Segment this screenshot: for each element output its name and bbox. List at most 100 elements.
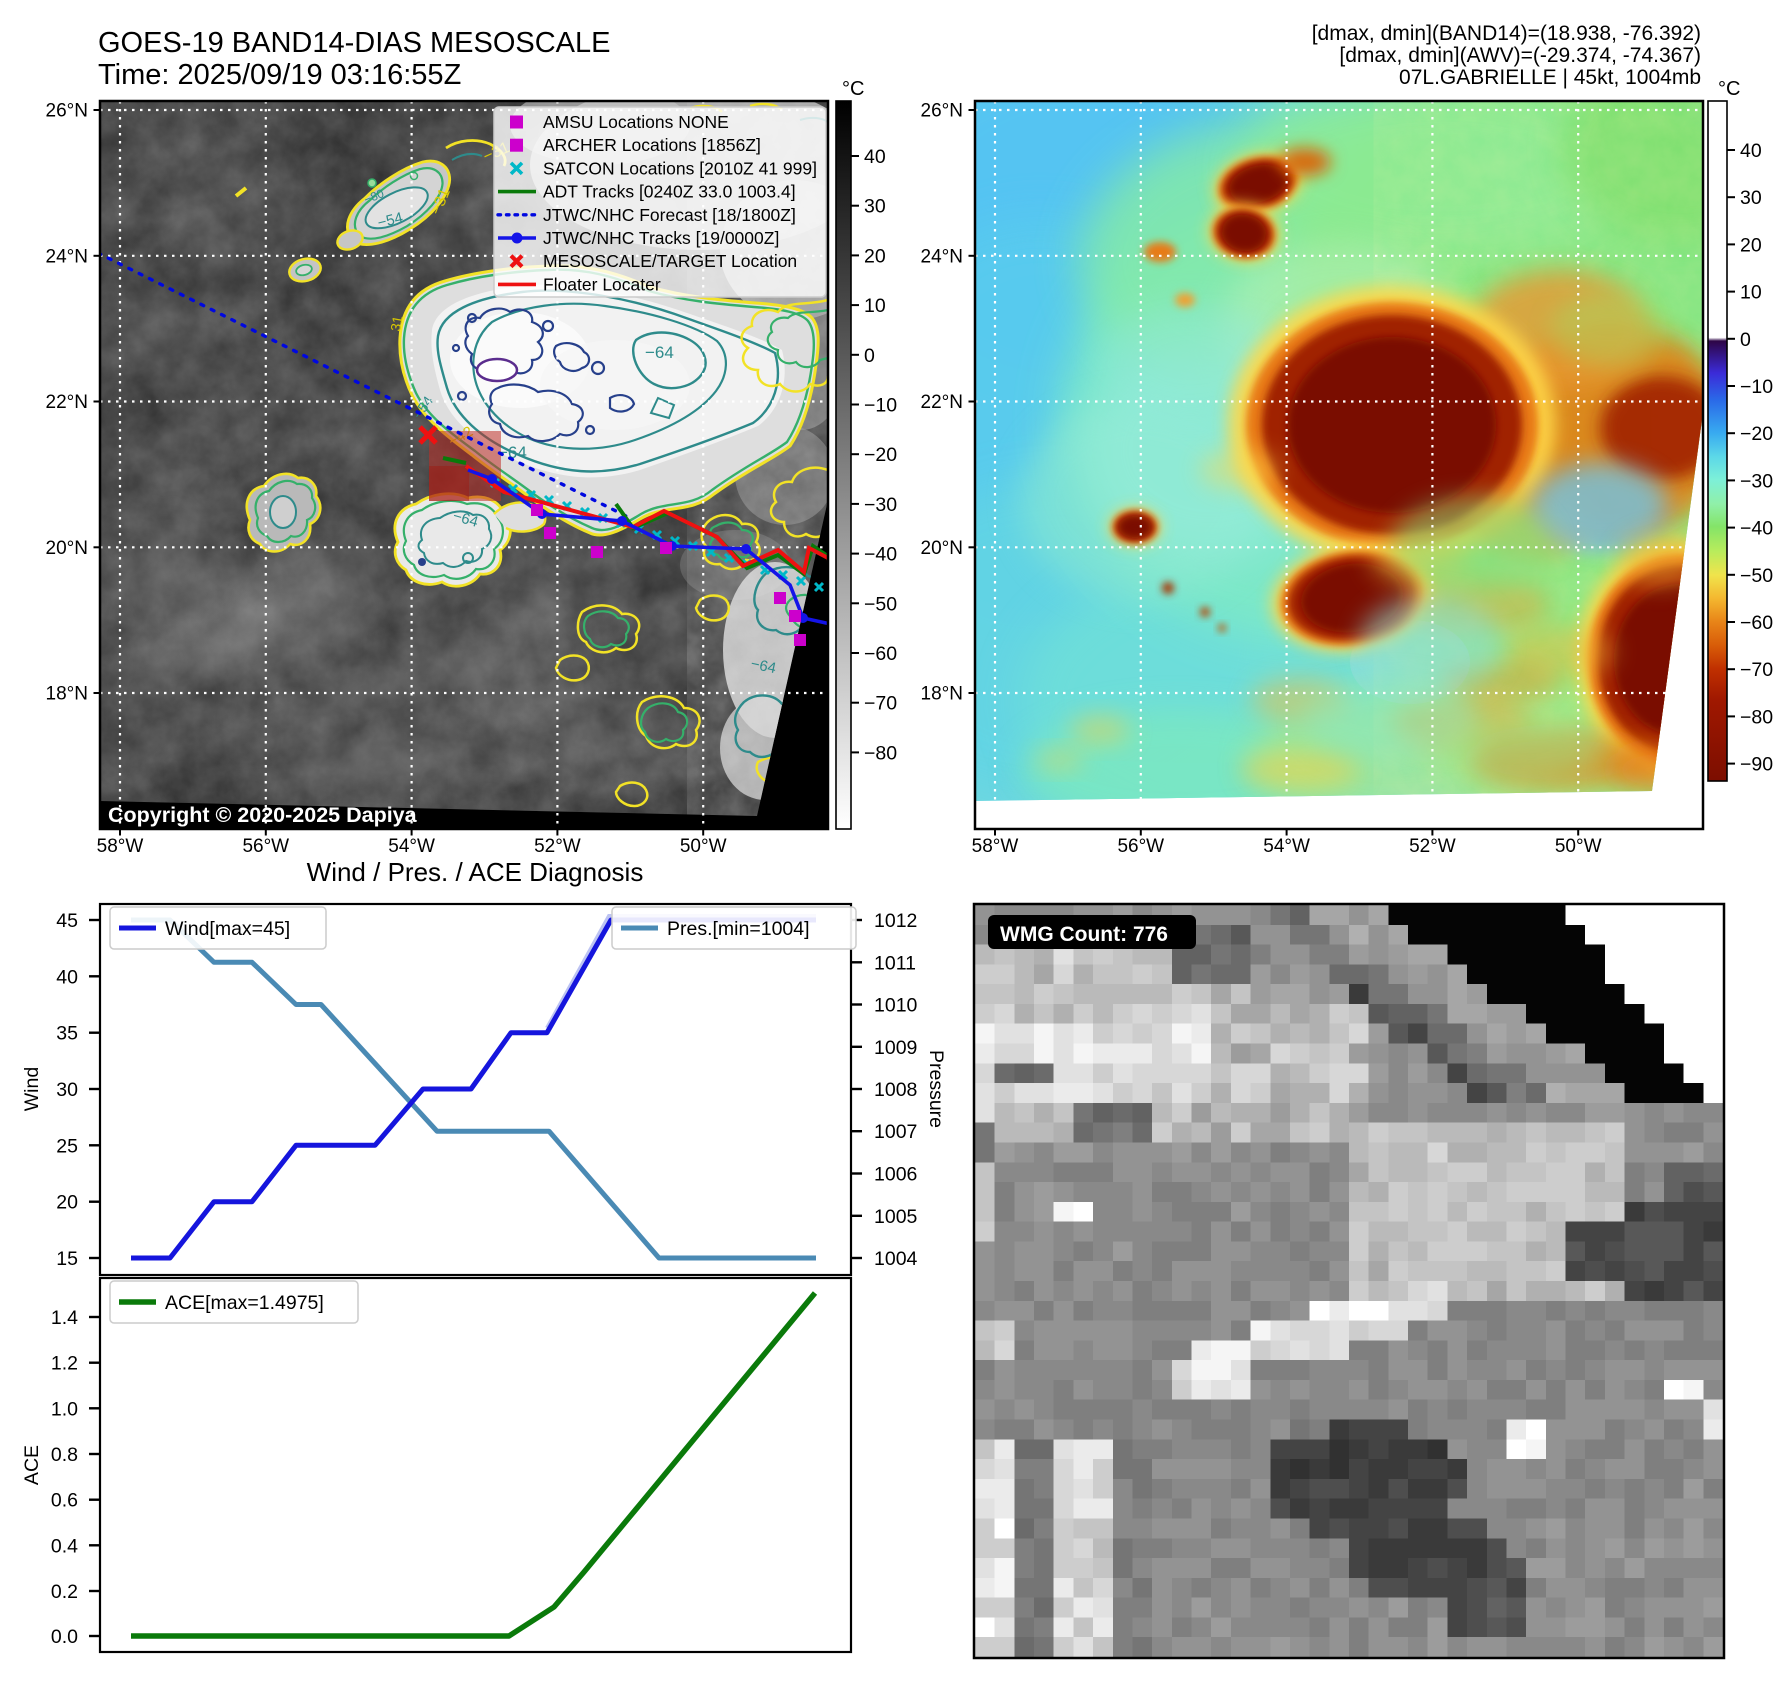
svg-text:ARCHER Locations [1856Z]: ARCHER Locations [1856Z]: [543, 135, 761, 155]
svg-text:26°N: 26°N: [46, 101, 88, 122]
svg-text:Wind: Wind: [21, 1067, 43, 1111]
svg-text:1010: 1010: [874, 995, 918, 1017]
svg-text:Pressure: Pressure: [925, 1050, 947, 1128]
svg-text:1005: 1005: [874, 1206, 918, 1228]
svg-text:0.4: 0.4: [51, 1535, 78, 1557]
svg-text:−70: −70: [1740, 659, 1773, 681]
svg-text:Copyright © 2020-2025 Dapiya: Copyright © 2020-2025 Dapiya: [108, 803, 418, 827]
svg-text:−64: −64: [498, 443, 527, 462]
svg-text:40: 40: [1740, 140, 1762, 162]
svg-text:1009: 1009: [874, 1037, 917, 1059]
svg-text:−64: −64: [749, 655, 777, 677]
svg-text:[dmax, dmin](BAND14)=(18.938,: [dmax, dmin](BAND14)=(18.938, -76.392): [1312, 22, 1701, 45]
svg-text:40: 40: [864, 146, 886, 168]
svg-text:AMSU Locations NONE: AMSU Locations NONE: [543, 112, 729, 132]
svg-text:JTWC/NHC Forecast [18/1800Z]: JTWC/NHC Forecast [18/1800Z]: [543, 205, 796, 225]
svg-text:10: 10: [864, 295, 886, 317]
svg-text:MESOSCALE/TARGET Location: MESOSCALE/TARGET Location: [543, 251, 797, 271]
svg-text:ADT Tracks [0240Z 33.0 1003.4]: ADT Tracks [0240Z 33.0 1003.4]: [543, 182, 796, 202]
svg-text:26°N: 26°N: [921, 101, 963, 122]
svg-text:56°W: 56°W: [1117, 836, 1164, 857]
svg-text:0.2: 0.2: [51, 1581, 78, 1603]
svg-text:1007: 1007: [874, 1121, 917, 1143]
svg-text:45: 45: [56, 910, 78, 932]
svg-text:30: 30: [56, 1079, 78, 1101]
svg-text:20°N: 20°N: [921, 538, 963, 559]
svg-text:1.2: 1.2: [51, 1353, 78, 1375]
svg-text:−64: −64: [645, 343, 674, 362]
svg-text:0: 0: [1740, 329, 1751, 351]
svg-text:°C: °C: [842, 78, 864, 100]
svg-text:−54: −54: [376, 209, 405, 232]
svg-text:0: 0: [864, 345, 875, 367]
svg-text:−50: −50: [864, 593, 897, 615]
svg-text:54°W: 54°W: [1263, 836, 1310, 857]
svg-text:−70: −70: [864, 693, 897, 715]
svg-text:40: 40: [56, 966, 78, 988]
svg-text:−60: −60: [1740, 612, 1773, 634]
svg-text:0.8: 0.8: [51, 1444, 78, 1466]
svg-text:30: 30: [864, 196, 886, 218]
svg-text:ACE[max=1.4975]: ACE[max=1.4975]: [165, 1292, 324, 1314]
svg-text:1.0: 1.0: [51, 1398, 78, 1420]
svg-text:18°N: 18°N: [921, 684, 963, 705]
svg-text:Wind[max=45]: Wind[max=45]: [165, 918, 290, 940]
svg-text:18°N: 18°N: [46, 684, 88, 705]
svg-text:1008: 1008: [874, 1079, 917, 1101]
svg-text:15: 15: [56, 1248, 78, 1270]
svg-text:35: 35: [56, 1023, 78, 1045]
svg-text:−30: −30: [1740, 470, 1773, 492]
svg-text:0.0: 0.0: [51, 1626, 78, 1648]
svg-text:−60: −60: [864, 643, 897, 665]
svg-text:20: 20: [1740, 234, 1762, 256]
svg-text:−80: −80: [864, 742, 897, 764]
svg-text:SATCON Locations [2010Z 41 999: SATCON Locations [2010Z 41 999]: [543, 158, 817, 178]
svg-text:Pres.[min=1004]: Pres.[min=1004]: [667, 918, 810, 940]
svg-text:50°W: 50°W: [680, 836, 727, 857]
svg-text:52°W: 52°W: [1409, 836, 1456, 857]
svg-text:1011: 1011: [874, 952, 916, 974]
svg-text:56°W: 56°W: [242, 836, 289, 857]
svg-text:−40: −40: [864, 544, 897, 566]
svg-text:GOES-19 BAND14-DIAS MESOSCALE: GOES-19 BAND14-DIAS MESOSCALE: [98, 27, 611, 59]
svg-text:1012: 1012: [874, 910, 917, 932]
svg-text:54°W: 54°W: [388, 836, 435, 857]
svg-text:24°N: 24°N: [46, 246, 88, 267]
svg-text:Wind / Pres. / ACE Diagnosis: Wind / Pres. / ACE Diagnosis: [307, 857, 644, 887]
svg-text:−20: −20: [1740, 423, 1773, 445]
svg-text:22°N: 22°N: [46, 392, 88, 413]
svg-text:JTWC/NHC Tracks [19/0000Z]: JTWC/NHC Tracks [19/0000Z]: [543, 228, 779, 248]
svg-text:20: 20: [864, 245, 886, 267]
svg-text:30: 30: [1740, 187, 1762, 209]
svg-text:1004: 1004: [874, 1248, 918, 1270]
svg-text:Time: 2025/09/19 03:16:55Z: Time: 2025/09/19 03:16:55Z: [98, 59, 461, 91]
svg-text:58°W: 58°W: [972, 836, 1019, 857]
svg-text:−50: −50: [1740, 565, 1773, 587]
svg-text:−10: −10: [864, 395, 897, 417]
svg-text:°C: °C: [1718, 78, 1740, 100]
svg-text:−40: −40: [1740, 518, 1773, 540]
svg-text:−64: −64: [451, 508, 480, 531]
svg-text:−90: −90: [1740, 754, 1773, 776]
svg-text:WMG Count: 776: WMG Count: 776: [1000, 923, 1168, 946]
svg-text:[dmax, dmin](AWV)=(-29.374, -7: [dmax, dmin](AWV)=(-29.374, -74.367): [1339, 44, 1701, 67]
svg-text:1006: 1006: [874, 1164, 917, 1186]
svg-text:10: 10: [1740, 282, 1762, 304]
svg-text:50°W: 50°W: [1555, 836, 1602, 857]
svg-text:31: 31: [387, 314, 405, 332]
svg-text:58°W: 58°W: [97, 836, 144, 857]
svg-text:−20: −20: [864, 444, 897, 466]
svg-text:Floater Locater: Floater Locater: [543, 274, 661, 294]
svg-text:24°N: 24°N: [921, 246, 963, 267]
svg-text:20°N: 20°N: [46, 538, 88, 559]
svg-text:22°N: 22°N: [921, 392, 963, 413]
svg-text:ACE: ACE: [21, 1445, 43, 1485]
svg-text:20: 20: [56, 1192, 78, 1214]
svg-text:25: 25: [56, 1135, 78, 1157]
svg-text:1.4: 1.4: [51, 1307, 78, 1329]
svg-text:52°W: 52°W: [534, 836, 581, 857]
svg-text:−80: −80: [1740, 706, 1773, 728]
svg-text:0.6: 0.6: [51, 1490, 78, 1512]
svg-text:−30: −30: [864, 494, 897, 516]
svg-text:−10: −10: [1740, 376, 1773, 398]
